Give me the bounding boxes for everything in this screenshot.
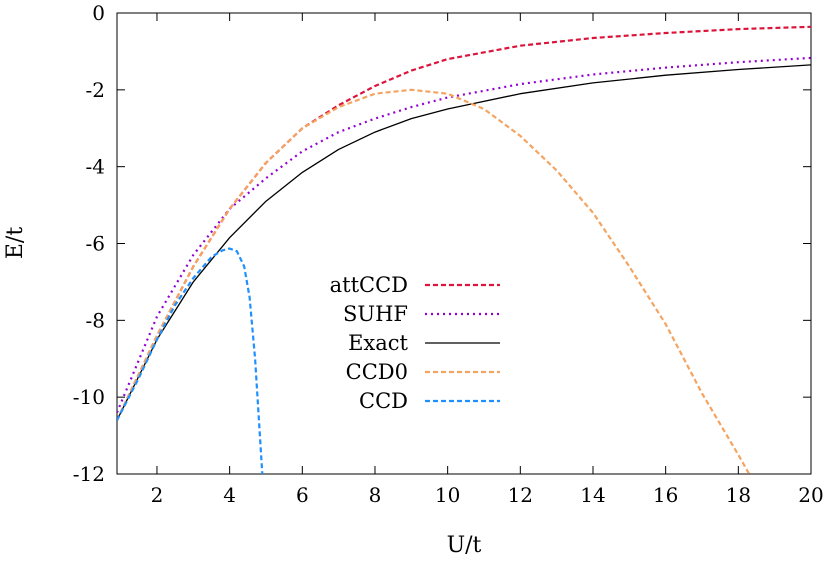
x-tick-label: 12 <box>508 483 533 507</box>
y-tick-labels: 0 -2 -4 -6 -8 -10 -12 <box>73 1 105 486</box>
legend-label-attccd: attCCD <box>330 273 408 297</box>
legend: attCCD SUHF Exact CCD0 CCD <box>330 273 500 413</box>
x-tick-label: 10 <box>435 483 460 507</box>
y-axis-label: E/t <box>3 227 28 259</box>
legend-label-ccd0: CCD0 <box>346 360 408 384</box>
x-tick-label: 20 <box>798 483 823 507</box>
x-tick-labels: 2 4 6 8 10 12 14 16 18 20 <box>151 483 824 507</box>
legend-label-exact: Exact <box>348 331 408 355</box>
y-tick-label: -4 <box>86 155 105 179</box>
series-line-attccd <box>117 25 811 421</box>
legend-label-suhf: SUHF <box>343 302 408 326</box>
series-line-ccd <box>117 247 264 474</box>
tick-marks <box>117 12 812 475</box>
legend-label-ccd: CCD <box>359 389 408 413</box>
series-line-suhf <box>117 56 811 413</box>
series-line-ccd0 <box>117 88 751 474</box>
plot-frame <box>116 12 812 475</box>
y-tick-label: -10 <box>73 385 105 409</box>
y-tick-label: 0 <box>92 1 105 25</box>
x-tick-label: 18 <box>726 483 751 507</box>
x-tick-label: 4 <box>223 483 236 507</box>
y-tick-label: -2 <box>86 78 105 102</box>
series-line-exact <box>117 64 811 421</box>
series-lines <box>117 25 811 474</box>
x-tick-label: 16 <box>653 483 678 507</box>
x-axis-label: U/t <box>447 533 482 558</box>
x-tick-label: 6 <box>296 483 309 507</box>
x-tick-label: 2 <box>151 483 164 507</box>
y-tick-label: -8 <box>86 308 105 332</box>
x-tick-label: 14 <box>580 483 605 507</box>
x-tick-label: 8 <box>369 483 382 507</box>
y-tick-label: -6 <box>86 232 105 256</box>
y-tick-label: -12 <box>73 462 105 486</box>
